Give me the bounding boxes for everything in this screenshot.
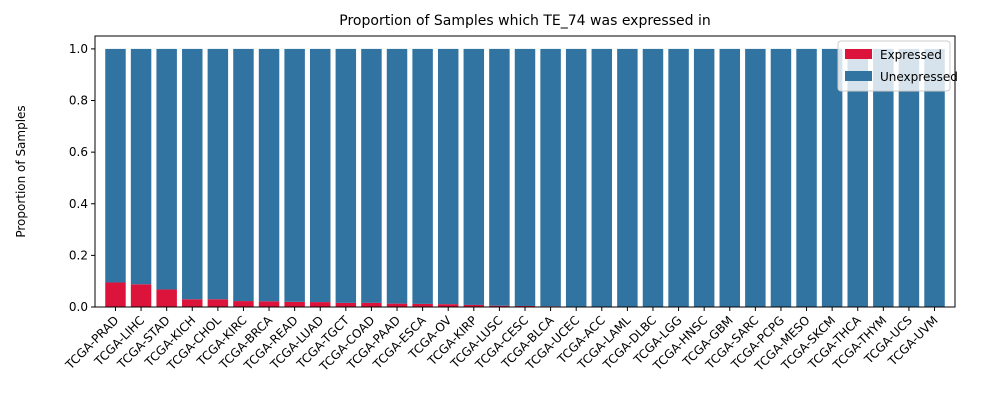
- bar-unexpressed-tcga-sarc: [745, 48, 766, 308]
- bar-unexpressed-tcga-brca: [258, 48, 280, 302]
- legend: Expressed Unexpressed: [837, 40, 958, 92]
- bar-expressed-tcga-read: [284, 301, 305, 307]
- bar-unexpressed-tcga-ov: [437, 48, 459, 305]
- bar-expressed-tcga-kirc: [233, 301, 254, 307]
- legend-label-unexpressed: Unexpressed: [880, 70, 958, 84]
- bar-expressed-tcga-prad: [105, 282, 126, 307]
- bar-expressed-tcga-cesc: [514, 305, 536, 307]
- bar-unexpressed-tcga-acc: [591, 48, 613, 308]
- y-axis: 0.0 0.2 0.4 0.6 0.8 1.0: [69, 42, 95, 314]
- bar-unexpressed-tcga-kich: [182, 48, 203, 300]
- bar-unexpressed-tcga-paad: [386, 48, 408, 304]
- y-tick-label: 0.0: [69, 300, 88, 314]
- bar-unexpressed-tcga-hnsc: [693, 48, 715, 308]
- bar-unexpressed-tcga-thym: [873, 48, 894, 308]
- legend-label-expressed: Expressed: [880, 48, 942, 62]
- bar-unexpressed-tcga-dlbc: [642, 48, 664, 308]
- bar-unexpressed-tcga-laml: [617, 48, 638, 308]
- bar-unexpressed-tcga-stad: [156, 48, 177, 290]
- y-tick-label: 0.6: [69, 145, 88, 159]
- bar-unexpressed-tcga-tgct: [335, 48, 357, 303]
- y-tick-label: 0.4: [69, 197, 88, 211]
- bar-expressed-tcga-esca: [412, 303, 433, 307]
- bar-unexpressed-tcga-blca: [540, 48, 561, 307]
- bar-expressed-tcga-kirp: [463, 304, 485, 307]
- bar-unexpressed-tcga-lusc: [489, 48, 510, 306]
- bar-unexpressed-tcga-prad: [105, 48, 126, 283]
- bar-unexpressed-tcga-pcpg: [770, 48, 792, 308]
- bar-unexpressed-tcga-thca: [847, 48, 868, 308]
- bar-unexpressed-tcga-kirp: [463, 48, 485, 305]
- bar-unexpressed-tcga-skcm: [821, 48, 843, 308]
- bar-unexpressed-tcga-ucs: [898, 48, 920, 308]
- chart-title: Proportion of Samples which TE_74 was ex…: [339, 13, 710, 29]
- bars-group: [105, 48, 945, 308]
- bar-unexpressed-tcga-meso: [796, 48, 817, 308]
- bar-expressed-tcga-lihc: [130, 284, 152, 307]
- bar-unexpressed-tcga-chol: [207, 48, 229, 300]
- bar-expressed-tcga-luad: [310, 302, 331, 307]
- y-tick-label: 0.8: [69, 94, 88, 108]
- plot-frame: [94, 35, 956, 308]
- y-tick-label: 1.0: [69, 42, 88, 56]
- bar-unexpressed-tcga-ucec: [565, 48, 587, 307]
- bar-expressed-tcga-stad: [156, 289, 177, 307]
- bar-unexpressed-tcga-uvm: [924, 48, 945, 308]
- bar-expressed-tcga-paad: [386, 303, 408, 307]
- bar-expressed-tcga-brca: [258, 301, 280, 307]
- y-tick-label: 0.2: [69, 248, 88, 262]
- x-axis: TCGA-PRADTCGA-LIHCTCGA-STADTCGA-KICHTCGA…: [62, 307, 941, 374]
- bar-expressed-tcga-kich: [182, 299, 203, 307]
- bar-unexpressed-tcga-lihc: [130, 48, 152, 285]
- bar-unexpressed-tcga-read: [284, 48, 305, 302]
- bar-expressed-tcga-ov: [437, 304, 459, 307]
- bar-unexpressed-tcga-gbm: [719, 48, 740, 308]
- legend-swatch-expressed: [845, 49, 872, 59]
- bar-expressed-tcga-chol: [207, 299, 229, 307]
- bar-unexpressed-tcga-coad: [361, 48, 382, 303]
- bar-unexpressed-tcga-luad: [310, 48, 331, 303]
- bar-unexpressed-tcga-kirc: [233, 48, 254, 302]
- bar-expressed-tcga-lusc: [489, 305, 510, 307]
- bar-expressed-tcga-coad: [361, 302, 382, 307]
- legend-swatch-unexpressed: [845, 71, 872, 81]
- bar-unexpressed-tcga-cesc: [514, 48, 536, 306]
- y-axis-label: Proportion of Samples: [14, 105, 28, 237]
- bar-unexpressed-tcga-esca: [412, 48, 433, 304]
- bar-unexpressed-tcga-lgg: [668, 48, 689, 308]
- bar-expressed-tcga-tgct: [335, 302, 357, 307]
